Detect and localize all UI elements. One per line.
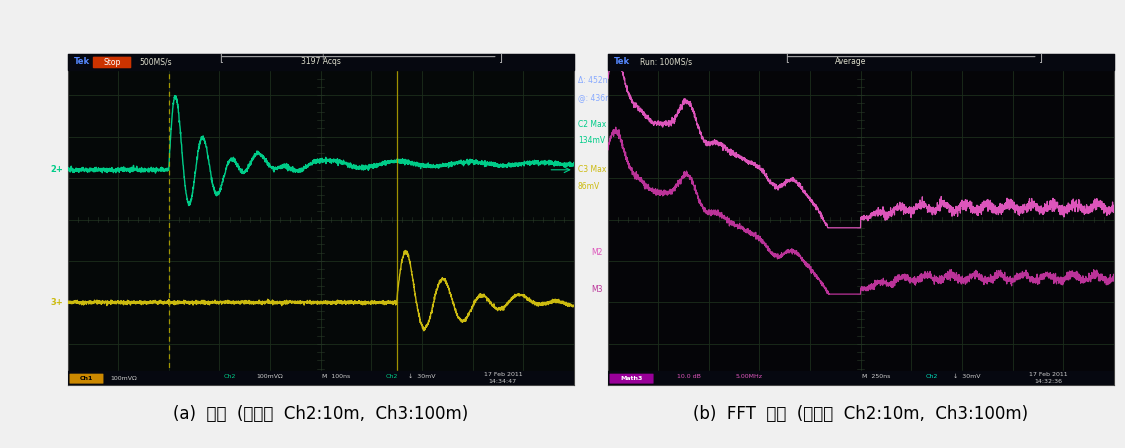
FancyBboxPatch shape [92, 56, 132, 68]
Text: Run: 100MS/s: Run: 100MS/s [640, 57, 693, 66]
Text: @: 436ns: @: 436ns [578, 93, 614, 102]
FancyBboxPatch shape [610, 374, 654, 383]
Text: 500MS/s: 500MS/s [140, 57, 172, 66]
Text: 134mV: 134mV [578, 136, 605, 145]
Bar [608, 371, 1114, 385]
Text: Tek: Tek [613, 57, 630, 66]
Text: C2 Max: C2 Max [578, 120, 606, 129]
Text: Average: Average [835, 57, 866, 66]
Text: 86mV: 86mV [578, 182, 600, 191]
Text: 17 Feb 2011: 17 Feb 2011 [484, 372, 522, 377]
Text: ]: ] [497, 52, 502, 62]
Text: 14:32:36: 14:32:36 [1034, 379, 1062, 383]
Text: Stop: Stop [104, 58, 120, 67]
Text: Ch2: Ch2 [385, 374, 398, 379]
Text: 100mVΩ: 100mVΩ [110, 376, 137, 381]
Text: 2+: 2+ [51, 165, 63, 174]
Text: (a)  파형  (신호선  Ch2:10m,  Ch3:100m): (a) 파형 (신호선 Ch2:10m, Ch3:100m) [173, 405, 468, 423]
Text: 3+: 3+ [51, 298, 63, 307]
Text: M2: M2 [591, 248, 603, 257]
Text: M3: M3 [591, 285, 603, 294]
Text: |: | [321, 53, 323, 60]
Text: Ch2: Ch2 [925, 374, 938, 379]
Text: C3 Max: C3 Max [578, 165, 606, 174]
Text: Tek: Tek [73, 57, 90, 66]
Text: ↓  30mV: ↓ 30mV [408, 374, 435, 379]
Text: Δ: 452ns: Δ: 452ns [578, 76, 611, 85]
Bar [68, 371, 574, 385]
Text: 5.00MHz: 5.00MHz [736, 374, 763, 379]
Text: M  100ns: M 100ns [322, 374, 350, 379]
Text: Math3: Math3 [621, 376, 643, 381]
Text: (b)  FFT  특성  (신호선  Ch2:10m,  Ch3:100m): (b) FFT 특성 (신호선 Ch2:10m, Ch3:100m) [693, 405, 1028, 423]
Text: Ch1: Ch1 [80, 376, 93, 381]
Text: [: [ [785, 52, 789, 62]
Text: 14:34:47: 14:34:47 [488, 379, 518, 383]
Bar [68, 54, 574, 69]
Text: ]: ] [1038, 52, 1042, 62]
Text: [: [ [219, 52, 223, 62]
Text: M  250ns: M 250ns [862, 374, 890, 379]
FancyBboxPatch shape [70, 374, 104, 383]
Text: 17 Feb 2011: 17 Feb 2011 [1028, 372, 1068, 377]
Text: ↓  30mV: ↓ 30mV [953, 374, 981, 379]
Text: Ch2: Ch2 [223, 374, 236, 379]
Bar [608, 54, 1114, 69]
Text: 3197 Acqs: 3197 Acqs [300, 57, 341, 66]
Text: 100mVΩ: 100mVΩ [256, 374, 284, 379]
Text: 10.0 dB: 10.0 dB [676, 374, 701, 379]
